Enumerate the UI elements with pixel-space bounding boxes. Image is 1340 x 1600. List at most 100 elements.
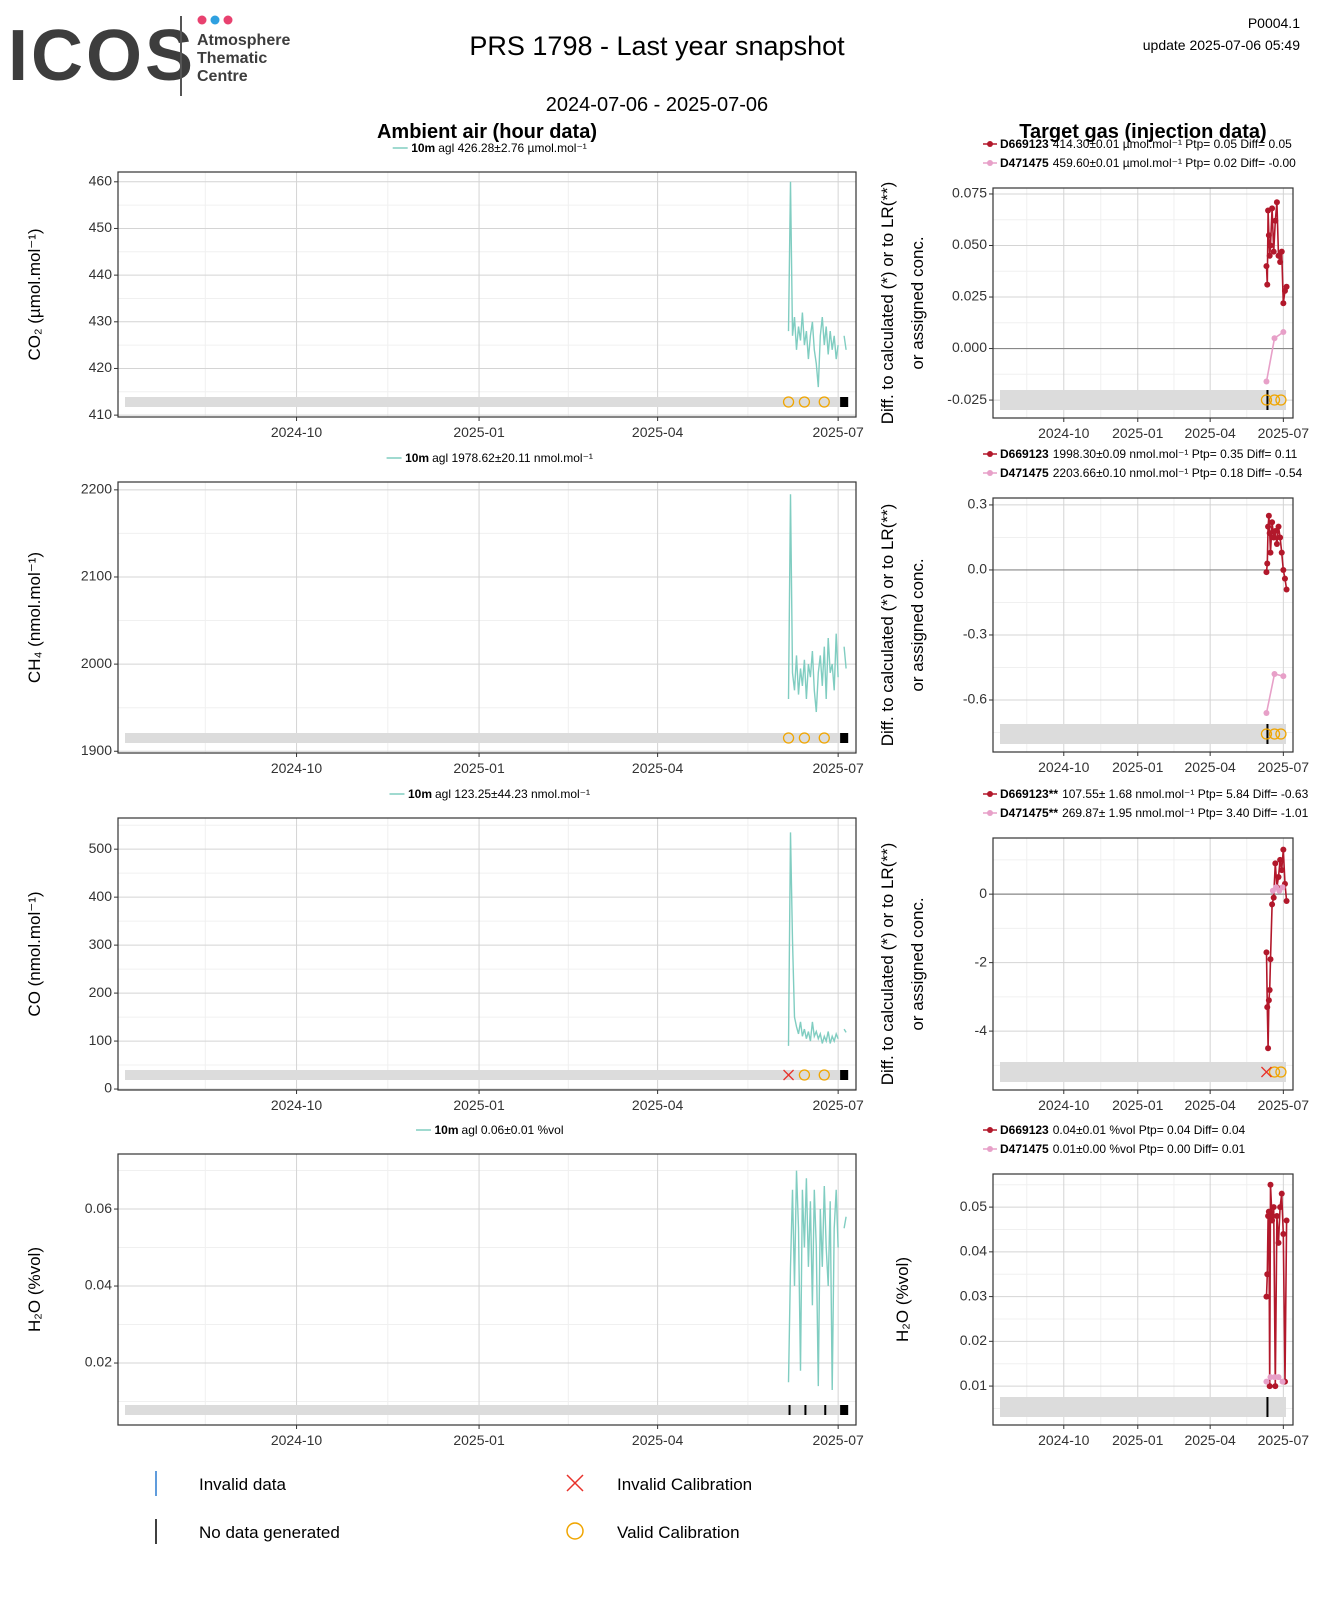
legend-label: D471475** 269.87± 1.95 nmol.mol⁻¹ Ptp= 3.… <box>1000 806 1309 820</box>
status-band <box>1000 724 1286 744</box>
legend-stats: 459.60±0.01 µmol.mol⁻¹ Ptp= 0.02 Diff= -… <box>1053 156 1296 170</box>
plot-area <box>993 838 1293 1090</box>
point <box>1277 258 1284 265</box>
no-data <box>1266 1397 1269 1417</box>
point <box>1272 1383 1279 1390</box>
legend-name: 10m <box>434 1123 458 1137</box>
panel-border <box>992 1173 1294 1426</box>
panel-border <box>117 1153 857 1426</box>
series-line <box>787 832 847 1046</box>
y-tick-label: 0 <box>104 1080 112 1096</box>
legend-name: 10m <box>411 141 435 155</box>
point <box>1273 199 1280 206</box>
point <box>1266 252 1273 259</box>
point <box>1269 1217 1276 1224</box>
point <box>1275 874 1282 881</box>
point <box>1270 894 1277 901</box>
invalid-calibration <box>1261 1066 1272 1078</box>
legend-name: D471475 <box>1000 466 1049 480</box>
heading: Target gas (injection data) <box>1019 121 1266 143</box>
point <box>1281 575 1288 582</box>
x-tick-label: 2025-01 <box>453 1097 505 1113</box>
y-axis-label: Diff. to calculated (*) or to LR(**) <box>878 182 897 425</box>
legend-stats: 2203.66±0.10 nmol.mol⁻¹ Ptp= 0.18 Diff= … <box>1053 466 1303 480</box>
point <box>1279 1378 1286 1385</box>
logo: ICOS <box>8 16 196 96</box>
y-tick-label: 100 <box>89 1032 113 1048</box>
legend-stats: agl 123.25±44.23 nmol.mol⁻¹ <box>435 787 590 801</box>
y-tick-label: 0 <box>979 885 987 901</box>
x-tick-label: 2025-04 <box>632 424 684 440</box>
point <box>1263 709 1270 716</box>
point <box>1275 252 1282 259</box>
valid-calibration <box>798 732 811 744</box>
legend-dot <box>987 141 993 147</box>
period: 2024-07-06 - 2025-07-06 <box>546 94 768 116</box>
valid-calibration <box>1260 394 1273 406</box>
point <box>1263 949 1270 956</box>
no-data <box>840 733 849 743</box>
point <box>1283 586 1290 593</box>
legend-label: Valid Calibration <box>617 1523 740 1542</box>
valid-calibration <box>818 396 830 408</box>
y-tick-label: 0.03 <box>960 1287 987 1303</box>
legend-label: D669123 414.30±0.01 µmol.mol⁻¹ Ptp= 0.05 … <box>1000 137 1292 151</box>
x-tick-label: 2024-10 <box>1038 1432 1090 1448</box>
panel <box>993 838 1293 1090</box>
title: PRS 1798 - Last year snapshot <box>469 31 845 61</box>
series-line <box>787 181 847 388</box>
panel <box>118 1154 856 1425</box>
point <box>1280 566 1287 573</box>
y-tick-label: 0.05 <box>960 1198 987 1214</box>
y-tick-label: 430 <box>89 313 113 329</box>
legend-label: D669123** 107.55± 1.68 nmol.mol⁻¹ Ptp= 5.… <box>1000 787 1309 801</box>
x-tick-label: 2025-07 <box>812 760 864 776</box>
panel <box>118 818 856 1090</box>
y-tick-label: 2000 <box>81 655 112 671</box>
legend-name: 10m <box>405 451 429 465</box>
valid-calibration <box>782 732 795 744</box>
valid-calibration <box>798 396 811 408</box>
y-tick-label: -4 <box>975 1022 988 1038</box>
x-tick-label: 2025-04 <box>1184 1097 1236 1113</box>
series-line <box>1265 515 1288 590</box>
panel-border <box>992 497 1294 753</box>
y-tick-label: 440 <box>89 266 113 282</box>
x-tick-label: 2025-04 <box>1184 425 1236 441</box>
y-tick-label: 0.04 <box>85 1277 112 1293</box>
legend-symbol <box>566 1522 584 1540</box>
point <box>1266 1383 1273 1390</box>
point <box>1271 335 1278 342</box>
valid-calibration <box>818 1069 830 1081</box>
legend-label: 10m agl 1978.62±20.11 nmol.mol⁻¹ <box>405 451 593 465</box>
x-tick-label: 2024-10 <box>271 1097 323 1113</box>
legend-name: D669123 <box>1000 137 1049 151</box>
point <box>1277 856 1284 863</box>
legend-stats: 0.04±0.01 %vol Ptp= 0.04 Diff= 0.04 <box>1053 1123 1246 1137</box>
y-axis-label: H₂O (%vol) <box>25 1247 44 1332</box>
legend-name: D669123 <box>1000 447 1049 461</box>
update: update 2025-07-06 05:49 <box>1143 37 1300 53</box>
point <box>1272 860 1279 867</box>
point <box>1266 987 1273 994</box>
x-tick-label: 2025-04 <box>1184 759 1236 775</box>
y-axis-label: CO (nmol.mol⁻¹) <box>25 891 44 1016</box>
point <box>1267 956 1274 963</box>
panel <box>993 1174 1293 1425</box>
valid-calibration <box>1268 1066 1281 1078</box>
y-tick-label: 200 <box>89 984 113 1000</box>
y-tick-label: -0.025 <box>947 391 987 407</box>
legend-stats: 1998.30±0.09 nmol.mol⁻¹ Ptp= 0.35 Diff= … <box>1053 447 1298 461</box>
no-data <box>1266 724 1269 744</box>
x-tick-label: 2025-04 <box>1184 1432 1236 1448</box>
y-tick-label: 420 <box>89 359 113 375</box>
y-tick-label: 0.050 <box>952 236 987 252</box>
y-tick-label: 1900 <box>81 742 112 758</box>
legend-dot <box>987 1146 993 1152</box>
panel-border <box>992 837 1294 1091</box>
point <box>1264 1004 1271 1011</box>
logo-dot <box>223 15 233 25</box>
panel <box>993 188 1293 418</box>
x-tick-label: 2025-07 <box>812 424 864 440</box>
